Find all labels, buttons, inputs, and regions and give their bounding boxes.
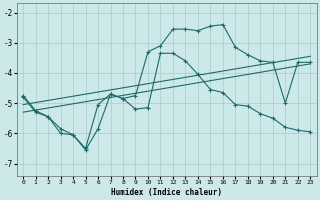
X-axis label: Humidex (Indice chaleur): Humidex (Indice chaleur) xyxy=(111,188,222,197)
